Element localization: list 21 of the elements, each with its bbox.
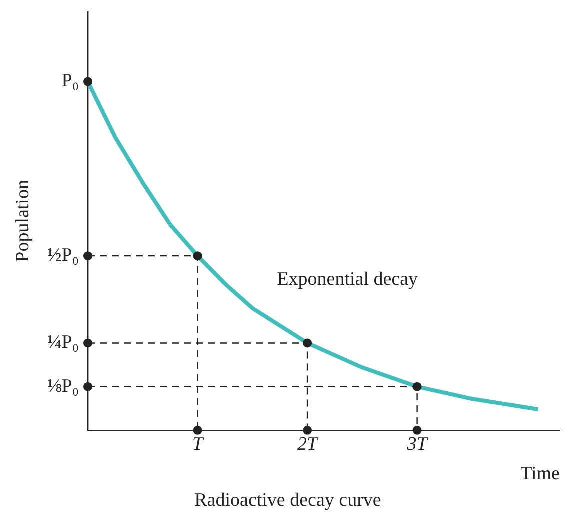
annotation: Exponential decay xyxy=(277,268,419,290)
point xyxy=(412,426,422,435)
x-tick-label: 2T xyxy=(297,434,319,455)
x-axis-title: Time xyxy=(520,464,560,485)
point xyxy=(84,382,92,392)
text: P₀ xyxy=(62,70,79,92)
text: ⅛P₀ xyxy=(48,376,79,397)
point xyxy=(84,252,92,261)
point xyxy=(193,426,202,435)
text: ¼P₀ xyxy=(48,332,79,354)
y-axis-title: Population xyxy=(12,180,34,262)
point xyxy=(412,382,422,392)
text: Radioactive decay curve xyxy=(194,490,382,513)
point xyxy=(84,77,92,86)
text: ½P₀ xyxy=(48,245,79,266)
point xyxy=(84,338,92,348)
point xyxy=(303,426,312,435)
x-tick-label: T xyxy=(192,434,204,455)
point xyxy=(303,338,312,348)
point xyxy=(193,252,202,261)
x-tick-label: 3T xyxy=(406,434,429,455)
